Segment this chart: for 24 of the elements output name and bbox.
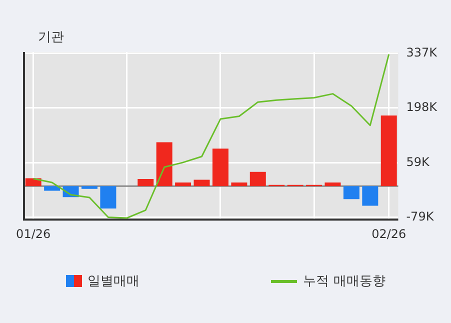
y-tick-label: -79K — [406, 209, 435, 224]
y-tick-label: 59K — [406, 154, 430, 169]
bar — [250, 172, 266, 186]
x-tick-label: 02/26 — [372, 226, 406, 241]
bar — [156, 142, 172, 186]
legend-label: 일별매매 — [88, 273, 140, 290]
bar — [81, 186, 98, 189]
bar — [44, 186, 60, 191]
bar — [380, 115, 397, 186]
bar — [231, 182, 248, 186]
bar — [194, 180, 210, 186]
bar — [343, 186, 360, 200]
bar — [138, 178, 154, 186]
bar — [362, 186, 378, 206]
y-tick-label: 337K — [406, 45, 438, 60]
legend-label: 누적 매매동향 — [303, 273, 386, 290]
bar — [212, 148, 228, 186]
x-tick-label: 01/26 — [16, 226, 51, 241]
bar — [175, 182, 192, 186]
bar — [100, 186, 116, 209]
bar — [324, 182, 341, 186]
chart-title: 기관 — [38, 29, 64, 46]
bar — [25, 178, 42, 186]
y-tick-label: 198K — [406, 100, 438, 114]
